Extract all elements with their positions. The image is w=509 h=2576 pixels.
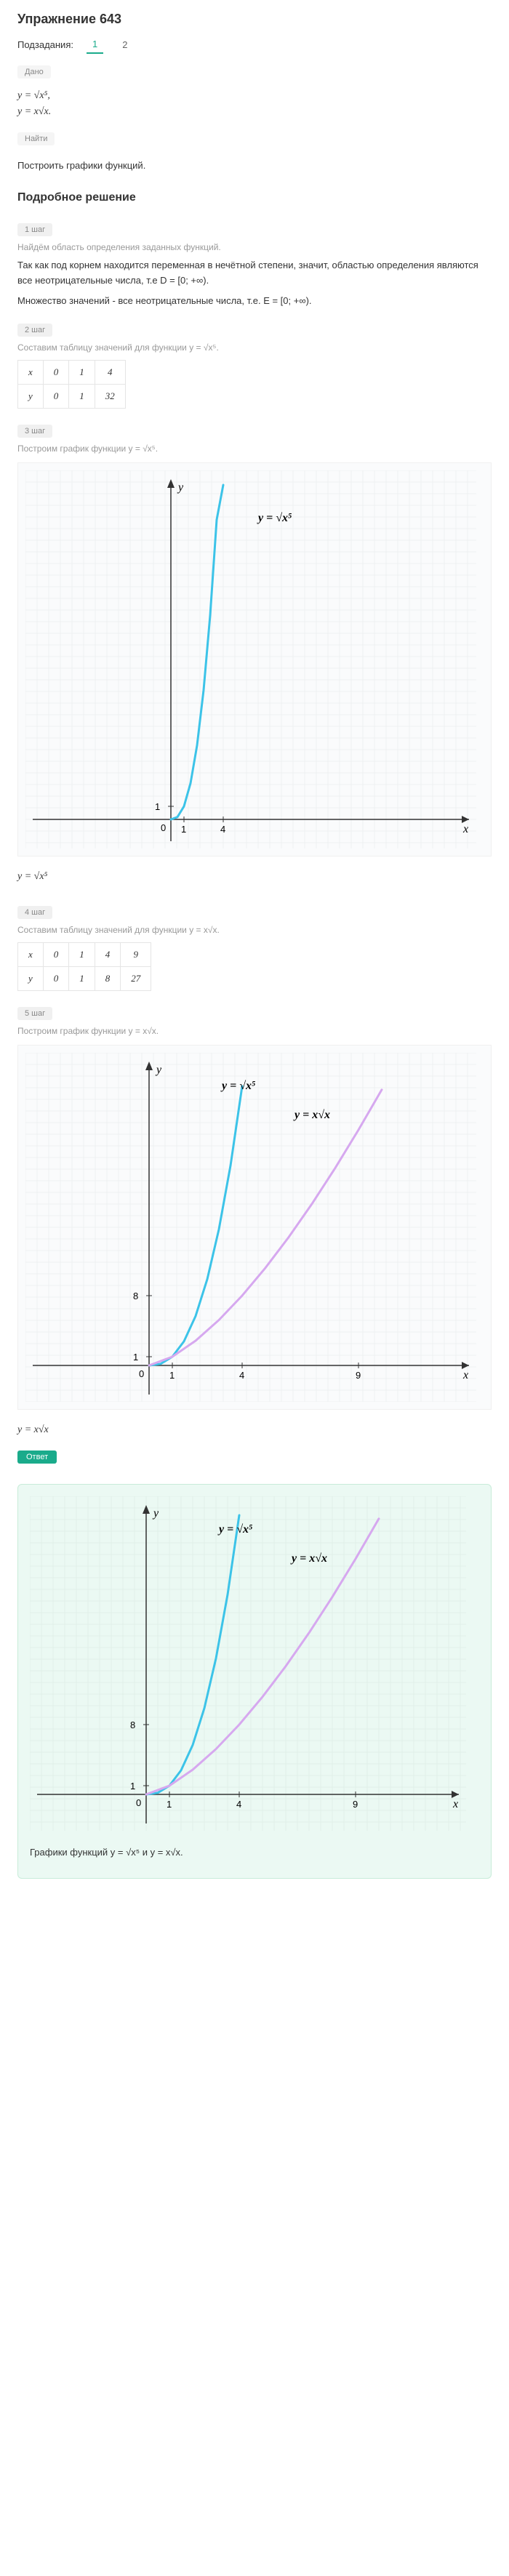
tab-2[interactable]: 2 xyxy=(116,36,133,53)
given-label: Дано xyxy=(17,65,51,79)
svg-text:y = x√x: y = x√x xyxy=(290,1552,327,1565)
step-4-badge: 4 шаг xyxy=(17,906,52,919)
svg-text:x: x xyxy=(462,1369,468,1381)
svg-text:8: 8 xyxy=(133,1291,138,1301)
step-1-gray: Найдём область определения заданных функ… xyxy=(17,242,492,252)
answer-block: xy014918y = √x⁵y = x√x Графики функций y… xyxy=(17,1484,492,1879)
step-3-badge: 3 шаг xyxy=(17,425,52,438)
svg-text:y: y xyxy=(155,1064,162,1076)
answer-label: Ответ xyxy=(17,1450,57,1464)
step-5-badge: 5 шаг xyxy=(17,1007,52,1020)
svg-text:9: 9 xyxy=(353,1799,358,1810)
svg-text:y: y xyxy=(152,1507,159,1520)
table-row: x 0 1 4 xyxy=(18,361,126,385)
svg-text:0: 0 xyxy=(136,1797,141,1808)
svg-text:4: 4 xyxy=(236,1799,241,1810)
svg-text:8: 8 xyxy=(130,1720,135,1730)
answer-footer: Графики функций y = √x⁵ и y = x√x. xyxy=(30,1845,479,1861)
tab-1[interactable]: 1 xyxy=(87,36,103,54)
chart-2: xy014918y = √x⁵y = x√x xyxy=(17,1045,492,1410)
subtasks-label: Подзадания: xyxy=(17,39,73,50)
svg-text:4: 4 xyxy=(239,1370,244,1381)
find-text: Построить графики функций. xyxy=(17,159,492,174)
svg-text:1: 1 xyxy=(167,1799,172,1810)
svg-text:1: 1 xyxy=(181,824,186,835)
find-label: Найти xyxy=(17,132,55,145)
mid-eq-2: y = x√x xyxy=(17,1424,492,1436)
equation-2: y = x√x. xyxy=(17,106,492,118)
svg-text:9: 9 xyxy=(356,1370,361,1381)
step-5-gray: Построим график функции y = x√x. xyxy=(17,1026,492,1036)
subtasks-bar: Подзадания: 1 2 xyxy=(17,36,492,54)
svg-text:y = √x⁵: y = √x⁵ xyxy=(257,512,292,524)
table-row: y 0 1 32 xyxy=(18,385,126,409)
svg-text:x: x xyxy=(452,1798,458,1810)
svg-text:1: 1 xyxy=(169,1370,175,1381)
svg-text:y = x√x: y = x√x xyxy=(293,1109,330,1121)
step-1-badge: 1 шаг xyxy=(17,223,52,236)
mid-eq-1: y = √x⁵ xyxy=(17,871,492,883)
chart-1: xy0141y = √x⁵ xyxy=(17,462,492,856)
svg-text:1: 1 xyxy=(133,1352,138,1363)
svg-text:1: 1 xyxy=(130,1781,135,1791)
page-title: Упражнение 643 xyxy=(17,12,492,27)
step-4-gray: Составим таблицу значений для функции y … xyxy=(17,925,492,935)
svg-text:y = √x⁵: y = √x⁵ xyxy=(217,1523,253,1536)
step-3-gray: Построим график функции y = √x⁵. xyxy=(17,444,492,454)
svg-text:y: y xyxy=(177,481,184,494)
equation-1: y = √x⁵, xyxy=(17,90,492,102)
svg-text:x: x xyxy=(462,823,468,835)
step-1-p1: Так как под корнем находится переменная … xyxy=(17,258,492,289)
svg-text:0: 0 xyxy=(139,1368,144,1379)
table-1: x 0 1 4 y 0 1 32 xyxy=(17,360,126,409)
solution-heading: Подробное решение xyxy=(17,191,492,204)
table-2: x 0 1 4 9 y 0 1 8 27 xyxy=(17,942,151,991)
table-row: y 0 1 8 27 xyxy=(18,967,151,991)
step-2-badge: 2 шаг xyxy=(17,324,52,337)
step-2-gray: Составим таблицу значений для функции y … xyxy=(17,342,492,353)
svg-text:4: 4 xyxy=(220,824,225,835)
svg-text:y = √x⁵: y = √x⁵ xyxy=(220,1080,256,1092)
table-row: x 0 1 4 9 xyxy=(18,943,151,967)
svg-text:1: 1 xyxy=(155,801,160,812)
step-1-p2: Множество значений - все неотрицательные… xyxy=(17,294,492,309)
svg-text:0: 0 xyxy=(161,822,166,833)
